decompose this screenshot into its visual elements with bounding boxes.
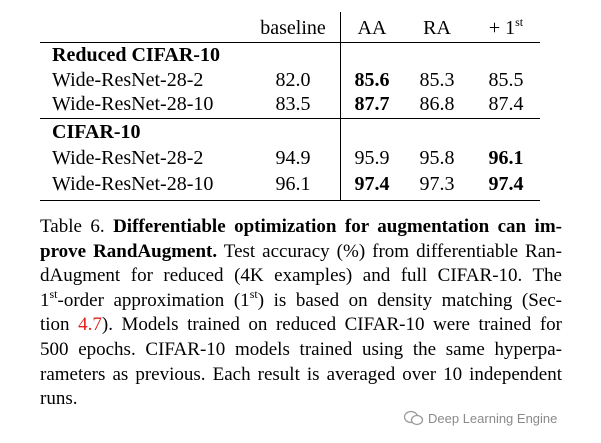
table-value: 96.1 [275, 173, 311, 195]
caption-text: st [249, 286, 258, 301]
watermark-icon [403, 410, 424, 426]
caption-line: Table 6. Differentiable optimization for… [40, 216, 562, 238]
column-header: baseline [260, 17, 326, 39]
column-header-sup: st [515, 15, 524, 29]
caption-text: -order approximation (1 [57, 289, 250, 311]
caption-text: prove RandAugment. [40, 240, 218, 262]
column-header: + 1st [489, 16, 523, 40]
table-value: 87.4 [488, 93, 524, 115]
row-label: Wide-ResNet-28-10 [52, 93, 214, 115]
caption-text: ) is based on density matching (Sec- [257, 289, 562, 311]
table-value: 97.4 [354, 173, 390, 195]
section-link[interactable]: 4.7 [78, 314, 102, 336]
caption-line: 1st-order approximation (1st) is based o… [40, 286, 562, 312]
row-label: Wide-ResNet-28-2 [52, 69, 204, 91]
row-label: Wide-ResNet-28-2 [52, 147, 204, 169]
table-value: 85.6 [354, 69, 390, 91]
caption-text: st [49, 286, 58, 301]
watermark-text: Deep Learning Engine [428, 411, 558, 426]
row-label: Wide-ResNet-28-10 [52, 173, 214, 195]
column-header: AA [357, 17, 387, 39]
caption-text: tion [40, 314, 79, 336]
caption-text: Differentiable optimization for augmenta… [113, 216, 562, 237]
caption-text: Test accuracy (%) from differentiable Ra… [217, 240, 562, 262]
table-rule [40, 118, 540, 119]
table-value: 85.5 [488, 69, 524, 91]
caption-line: prove RandAugment. Test accuracy (%) fro… [40, 241, 562, 263]
table-value: 95.8 [419, 147, 455, 169]
table-value: 83.5 [275, 93, 311, 115]
caption-line: rameters as previous. Each result is ave… [40, 364, 562, 386]
caption-line: 500 epochs. CIFAR-10 models trained usin… [40, 339, 562, 361]
caption-text: ). Models trained on reduced CIFAR-10 we… [101, 314, 562, 336]
table-value: 97.3 [419, 173, 455, 195]
caption-text: Table 6. [40, 216, 114, 237]
section-title: Reduced CIFAR-10 [52, 44, 220, 66]
table-value: 85.3 [419, 69, 455, 91]
caption-line: runs. [40, 388, 562, 410]
section-title: CIFAR-10 [52, 121, 141, 143]
caption-line: dAugment for reduced (4K examples) and f… [40, 265, 562, 287]
caption-text: rameters as previous. Each result is ave… [40, 363, 562, 385]
caption-text: dAugment for reduced (4K examples) and f… [40, 265, 562, 287]
watermark: Deep Learning Engine [403, 410, 558, 426]
caption-text: runs. [40, 388, 78, 410]
column-header: RA [423, 17, 451, 39]
table-value: 82.0 [275, 69, 311, 91]
table-value: 96.1 [488, 147, 524, 169]
column-header-text: + 1 [488, 17, 516, 39]
table-rule [40, 200, 540, 201]
table-value: 94.9 [275, 147, 311, 169]
caption-text: 1 [40, 289, 50, 311]
table-value: 95.9 [354, 147, 390, 169]
table-value: 97.4 [488, 173, 524, 195]
table-rule [40, 42, 540, 43]
column-rule [340, 12, 341, 200]
caption-text: 500 epochs. CIFAR-10 models trained usin… [40, 339, 562, 360]
table-value: 86.8 [419, 93, 455, 115]
caption-line: tion 4.7). Models trained on reduced CIF… [40, 314, 562, 336]
table-value: 87.7 [354, 93, 390, 115]
